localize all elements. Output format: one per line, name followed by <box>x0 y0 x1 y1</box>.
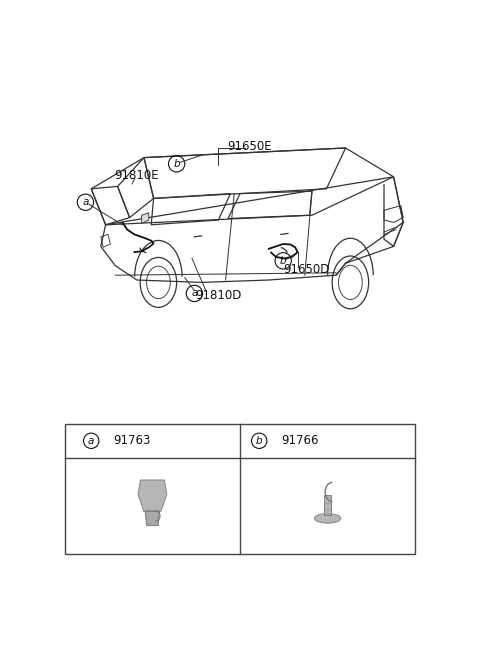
Text: b: b <box>280 256 287 266</box>
FancyArrowPatch shape <box>140 248 146 253</box>
Text: 91763: 91763 <box>113 434 150 447</box>
Ellipse shape <box>314 514 341 523</box>
Text: b: b <box>256 436 263 446</box>
Text: a: a <box>88 436 95 446</box>
Polygon shape <box>142 213 149 223</box>
Polygon shape <box>324 495 331 515</box>
Text: 91766: 91766 <box>281 434 318 447</box>
Text: 91650E: 91650E <box>228 140 272 153</box>
Text: b: b <box>173 159 180 169</box>
Text: 91810D: 91810D <box>195 289 241 302</box>
Text: 91650D: 91650D <box>283 263 329 276</box>
Polygon shape <box>138 480 167 511</box>
Text: 91810E: 91810E <box>115 169 159 182</box>
FancyArrowPatch shape <box>281 247 287 253</box>
Text: a: a <box>191 289 198 298</box>
Text: a: a <box>82 197 89 207</box>
Polygon shape <box>145 511 159 525</box>
